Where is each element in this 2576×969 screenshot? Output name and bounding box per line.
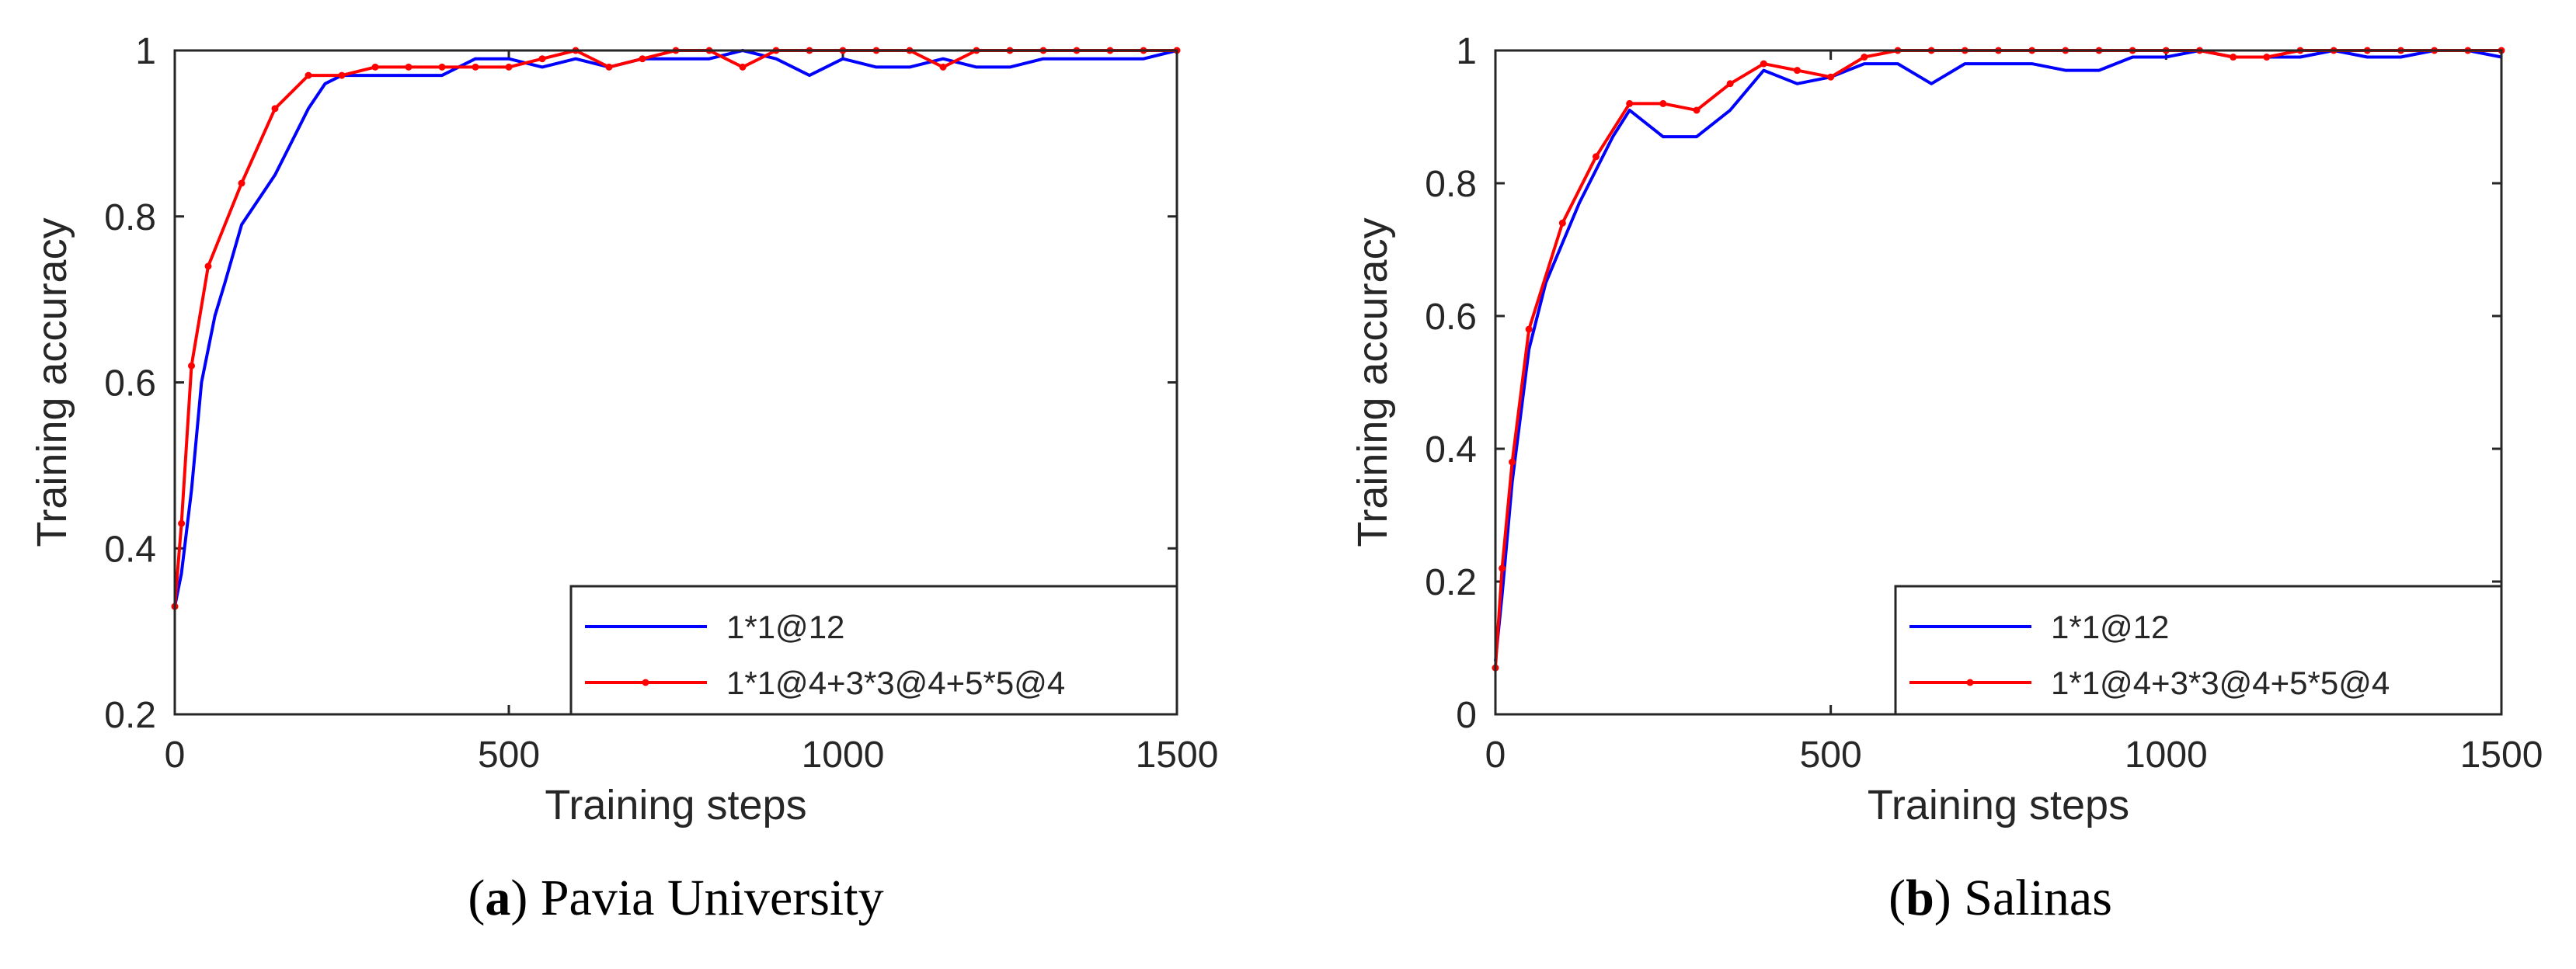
data-point-marker <box>305 71 312 79</box>
panel-caption: (b) Salinas <box>1888 870 2112 926</box>
data-point-marker <box>505 63 513 71</box>
data-point-marker <box>605 63 613 71</box>
y-tick-label: 0.2 <box>1425 562 1477 603</box>
legend-swatch-marker <box>1966 679 1974 686</box>
x-tick-label: 1500 <box>2460 735 2543 776</box>
x-tick-label: 0 <box>1485 735 1506 776</box>
data-point-marker <box>538 55 546 63</box>
legend-label: 1*1@4+3*3@4+5*5@4 <box>2051 665 2390 701</box>
y-tick-label: 1 <box>1456 31 1477 72</box>
series-line-single-scale <box>1494 49 2502 662</box>
data-point-marker <box>238 179 245 187</box>
chart-panel-a: 0 500 1000 1500 0.2 0.4 0.6 0.8 1 1*1@12 1*1@4+3*3… <box>29 31 1218 926</box>
data-point-marker <box>1593 153 1600 161</box>
legend-label: 1*1@12 <box>2051 609 2169 645</box>
x-tick-label: 1000 <box>2125 735 2208 776</box>
x-axis-label: Training steps <box>1868 782 2129 828</box>
x-tick-label: 1000 <box>802 735 885 776</box>
legend-label: 1*1@4+3*3@4+5*5@4 <box>726 665 1065 701</box>
legend-box <box>1894 585 2503 716</box>
data-point-marker <box>405 63 413 71</box>
data-point-marker <box>1525 325 1533 333</box>
y-tick-label: 0.8 <box>104 197 156 238</box>
legend-label: 1*1@12 <box>726 609 844 645</box>
series-line-single-scale <box>173 49 1178 607</box>
data-point-marker <box>438 63 446 71</box>
data-point-marker <box>739 63 747 71</box>
data-point-marker <box>2263 54 2271 61</box>
legend-box <box>569 585 1178 716</box>
data-point-marker <box>639 55 646 63</box>
y-tick-label: 0.4 <box>1425 429 1477 471</box>
data-point-marker <box>1827 73 1835 81</box>
x-tick-label: 0 <box>165 735 186 776</box>
y-tick-label: 0.6 <box>104 363 156 405</box>
data-point-marker <box>1626 99 1634 107</box>
y-tick-label: 0.4 <box>104 529 156 570</box>
chart-panel-b: 0 500 1000 1500 0 0.2 0.4 0.6 0.8 1 1*1@12 1*1@4+3*… <box>1349 31 2543 926</box>
panel-caption: (a) Pavia University <box>468 870 883 926</box>
legend: 1*1@12 1*1@4+3*3@4+5*5@4 <box>1894 585 2503 716</box>
y-tick-label: 0.8 <box>1425 164 1477 205</box>
legend: 1*1@12 1*1@4+3*3@4+5*5@4 <box>569 585 1178 716</box>
y-tick-label: 0 <box>1456 695 1477 736</box>
y-axis-label: Training accuracy <box>29 217 75 547</box>
data-point-marker <box>2230 54 2237 61</box>
data-point-marker <box>1760 60 1767 68</box>
data-point-marker <box>371 63 379 71</box>
x-axis-label: Training steps <box>545 782 806 828</box>
y-tick-label: 1 <box>135 31 156 72</box>
x-tick-label: 500 <box>478 735 540 776</box>
y-tick-label: 0.6 <box>1425 297 1477 338</box>
data-point-marker <box>178 519 186 527</box>
data-point-marker <box>271 105 279 113</box>
data-point-marker <box>1659 99 1667 107</box>
data-point-marker <box>1693 106 1701 114</box>
data-point-marker <box>472 63 479 71</box>
data-point-marker <box>1794 67 1801 75</box>
data-point-marker <box>1499 564 1506 572</box>
x-tick-label: 1500 <box>1136 735 1219 776</box>
data-point-marker <box>939 63 947 71</box>
data-point-marker <box>188 362 195 370</box>
x-tick-label: 500 <box>1800 735 1862 776</box>
y-axis-label: Training accuracy <box>1349 217 1396 547</box>
data-point-marker <box>204 262 212 270</box>
data-point-marker <box>338 71 346 79</box>
data-point-marker <box>1558 219 1566 227</box>
data-point-marker <box>1509 458 1516 466</box>
y-tick-label: 0.2 <box>104 695 156 736</box>
legend-swatch-marker <box>642 679 649 686</box>
data-point-marker <box>1861 54 1868 61</box>
data-point-marker <box>1726 80 1734 88</box>
